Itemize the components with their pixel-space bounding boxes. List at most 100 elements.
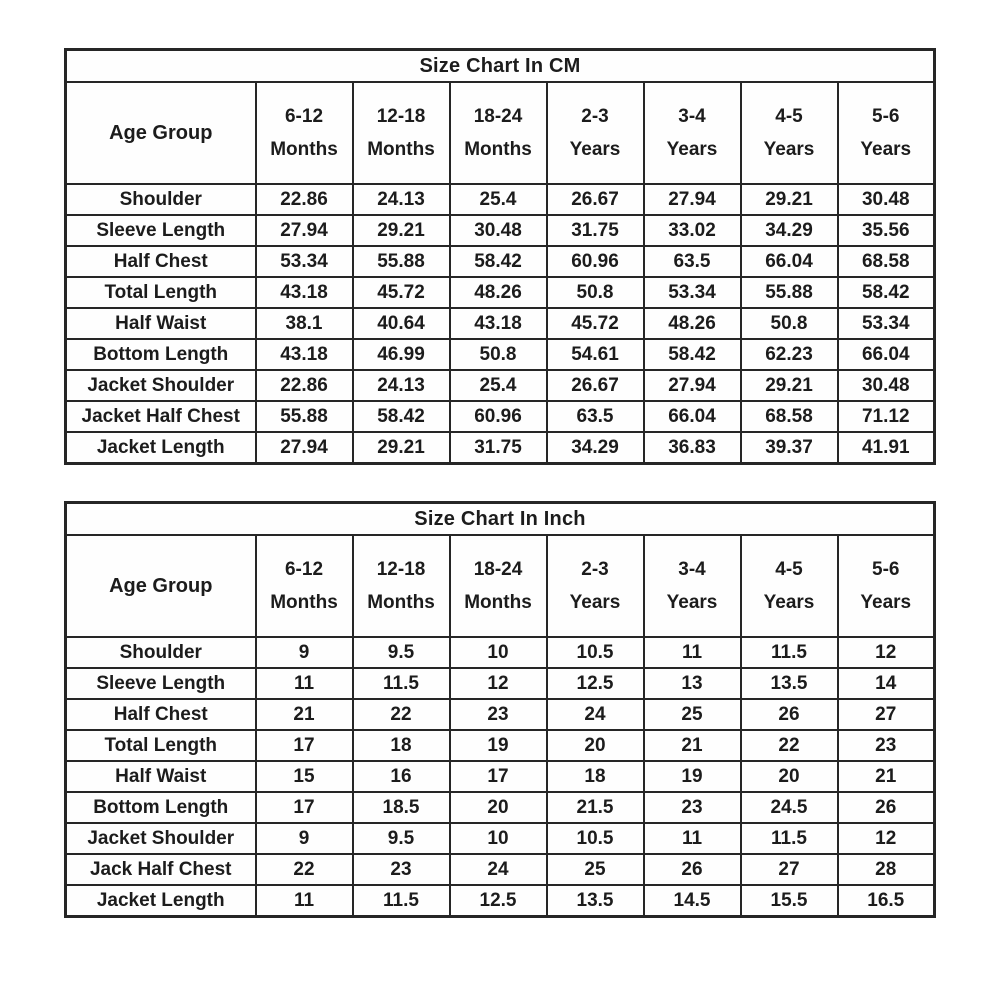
measurement-cell: 63.5 (642, 245, 742, 278)
table-header-row: Age Group 6-12 Months 12-18 Months 18-24 Month… (64, 534, 936, 638)
measurement-cell: 25.4 (448, 369, 548, 402)
measurement-cell: 21 (642, 729, 742, 762)
measurement-cell: 20 (739, 760, 839, 793)
measurement-cell: 24.13 (351, 183, 451, 216)
table-row: Half Chest 21 22 23 24 25 26 27 (64, 698, 936, 731)
measurement-cell: 45.72 (351, 276, 451, 309)
measurement-cell: 12.5 (545, 667, 645, 700)
age-group-header: Age Group (64, 534, 257, 638)
measurement-cell: 22.86 (254, 183, 354, 216)
row-label: Total Length (64, 276, 257, 309)
table-row: Bottom Length 43.18 46.99 50.8 54.61 58.42 62.… (64, 338, 936, 371)
column-header-range: 3-4 (678, 558, 706, 580)
table-row: Total Length 43.18 45.72 48.26 50.8 53.34 55.8… (64, 276, 936, 309)
column-header-range: 5-6 (872, 105, 900, 127)
measurement-cell: 23 (836, 729, 936, 762)
measurement-cell: 53.34 (836, 307, 936, 340)
measurement-cell: 24 (448, 853, 548, 886)
measurement-cell: 12 (836, 636, 936, 669)
column-header: 5-6 Years (836, 81, 936, 185)
measurement-cell: 18 (545, 760, 645, 793)
measurement-cell: 22 (254, 853, 354, 886)
row-label: Sleeve Length (64, 667, 257, 700)
column-header-unit: Months (367, 592, 435, 613)
measurement-cell: 17 (254, 791, 354, 824)
column-header-range: 12-18 (376, 558, 426, 580)
measurement-cell: 31.75 (545, 214, 645, 247)
column-header: 12-18 Months (351, 81, 451, 185)
measurement-cell: 27.94 (254, 431, 354, 465)
measurement-cell: 21 (254, 698, 354, 731)
column-header-unit: Years (763, 592, 815, 613)
column-header: 3-4 Years (642, 81, 742, 185)
column-header-range: 4-5 (775, 558, 803, 580)
measurement-cell: 9.5 (351, 822, 451, 855)
row-label: Jack Half Chest (64, 853, 257, 886)
measurement-cell: 21.5 (545, 791, 645, 824)
measurement-cell: 12 (448, 667, 548, 700)
measurement-cell: 20 (448, 791, 548, 824)
row-label: Shoulder (64, 183, 257, 216)
measurement-cell: 27 (739, 853, 839, 886)
measurement-cell: 29.21 (739, 369, 839, 402)
row-label: Jacket Length (64, 431, 257, 465)
table-row: Jacket Length 11 11.5 12.5 13.5 14.5 15.5 16.5 (64, 884, 936, 918)
measurement-cell: 35.56 (836, 214, 936, 247)
column-header-unit: Years (860, 592, 912, 613)
measurement-cell: 48.26 (642, 307, 742, 340)
measurement-cell: 15 (254, 760, 354, 793)
column-header-unit: Months (270, 139, 338, 160)
measurement-cell: 71.12 (836, 400, 936, 433)
measurement-cell: 41.91 (836, 431, 936, 465)
table-row: Jacket Shoulder 22.86 24.13 25.4 26.67 27.94 2… (64, 369, 936, 402)
measurement-cell: 31.75 (448, 431, 548, 465)
row-label: Jacket Shoulder (64, 369, 257, 402)
row-label: Half Waist (64, 760, 257, 793)
measurement-cell: 19 (448, 729, 548, 762)
column-header-unit: Years (860, 139, 912, 160)
column-header-range: 4-5 (775, 105, 803, 127)
measurement-cell: 22 (739, 729, 839, 762)
column-header-unit: Years (763, 139, 815, 160)
measurement-cell: 63.5 (545, 400, 645, 433)
measurement-cell: 13.5 (545, 884, 645, 918)
measurement-cell: 13 (642, 667, 742, 700)
measurement-cell: 26.67 (545, 369, 645, 402)
table-row: Shoulder 9 9.5 10 10.5 11 11.5 12 (64, 636, 936, 669)
measurement-cell: 11 (254, 667, 354, 700)
table-row: Half Chest 53.34 55.88 58.42 60.96 63.5 66.04 6… (64, 245, 936, 278)
table-row: Sleeve Length 11 11.5 12 12.5 13 13.5 14 (64, 667, 936, 700)
measurement-cell: 9.5 (351, 636, 451, 669)
row-label: Jacket Length (64, 884, 257, 918)
measurement-cell: 17 (254, 729, 354, 762)
measurement-cell: 53.34 (254, 245, 354, 278)
row-label: Bottom Length (64, 338, 257, 371)
measurement-cell: 27.94 (254, 214, 354, 247)
measurement-cell: 34.29 (545, 431, 645, 465)
measurement-cell: 10 (448, 636, 548, 669)
measurement-cell: 18 (351, 729, 451, 762)
size-chart-inch-table: Size Chart In Inch Age Group 6-12 Months 12-… (64, 501, 936, 918)
row-label: Sleeve Length (64, 214, 257, 247)
measurement-cell: 27.94 (642, 369, 742, 402)
column-header-range: 5-6 (872, 558, 900, 580)
row-label: Jacket Half Chest (64, 400, 257, 433)
measurement-cell: 40.64 (351, 307, 451, 340)
column-header: 3-4 Years (642, 534, 742, 638)
column-header: 6-12 Months (254, 81, 354, 185)
table-row: Sleeve Length 27.94 29.21 30.48 31.75 33.02 34… (64, 214, 936, 247)
measurement-cell: 68.58 (836, 245, 936, 278)
measurement-cell: 29.21 (351, 431, 451, 465)
column-header-range: 2-3 (581, 558, 609, 580)
column-header-range: 18-24 (473, 105, 523, 127)
column-header-unit: Months (367, 139, 435, 160)
measurement-cell: 68.58 (739, 400, 839, 433)
column-header-unit: Months (464, 592, 532, 613)
column-header-unit: Years (666, 139, 718, 160)
measurement-cell: 48.26 (448, 276, 548, 309)
measurement-cell: 34.29 (739, 214, 839, 247)
column-header-range: 3-4 (678, 105, 706, 127)
table-row: Jacket Half Chest 55.88 58.42 60.96 63.5 66.0… (64, 400, 936, 433)
column-header-range: 2-3 (581, 105, 609, 127)
measurement-cell: 58.42 (448, 245, 548, 278)
